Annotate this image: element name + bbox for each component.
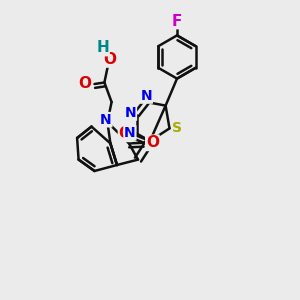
Text: O: O — [118, 126, 132, 141]
Text: N: N — [100, 113, 112, 127]
Text: H: H — [96, 40, 109, 56]
Text: O: O — [78, 76, 92, 92]
Text: N: N — [124, 126, 136, 140]
Text: S: S — [172, 121, 182, 135]
Text: O: O — [146, 135, 159, 150]
Text: N: N — [125, 106, 136, 120]
Text: N: N — [141, 89, 152, 103]
Text: F: F — [172, 14, 182, 28]
Text: O: O — [103, 52, 116, 67]
